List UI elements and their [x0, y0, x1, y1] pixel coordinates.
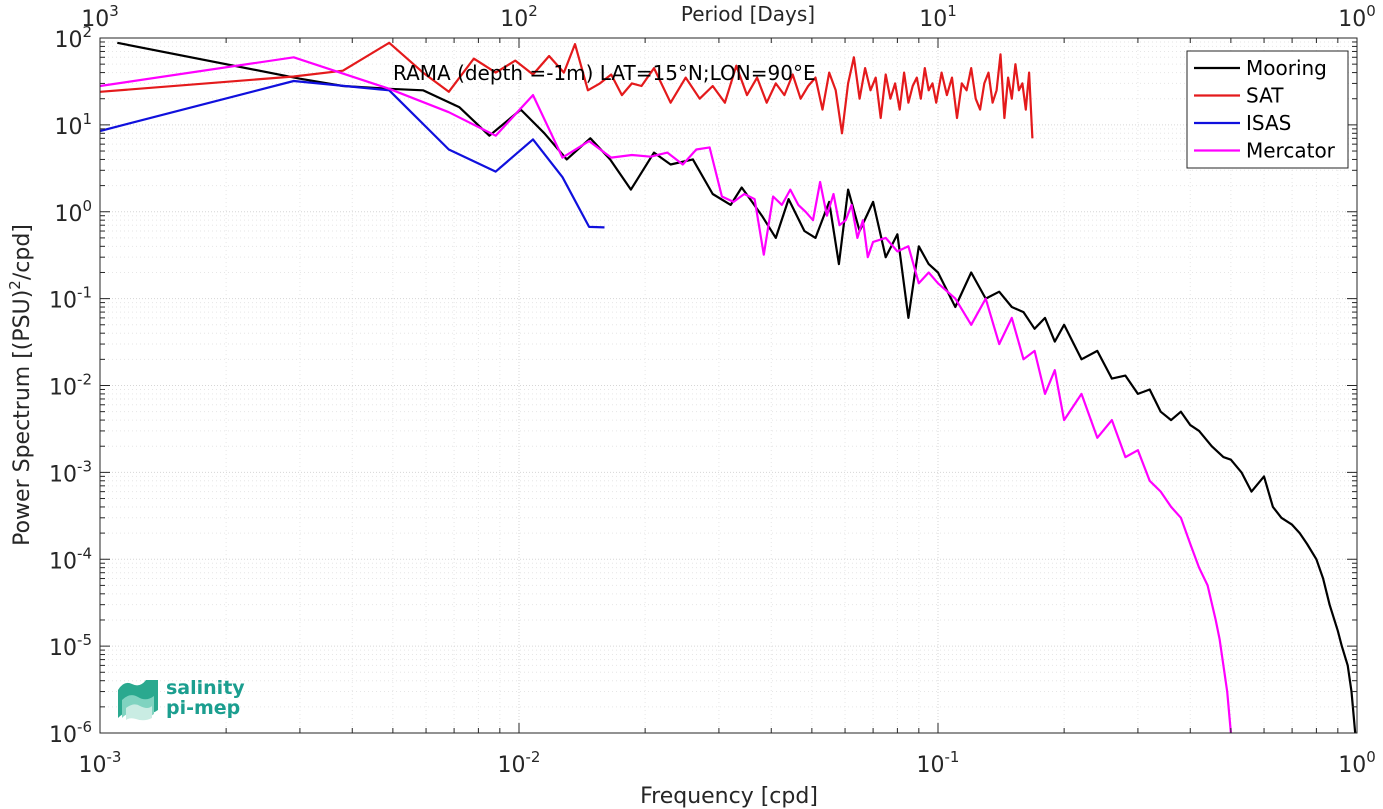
- legend-label-isas: ISAS: [1246, 111, 1291, 135]
- y-axis-title-end: /cpd]: [10, 224, 35, 280]
- logo-text-line2: pi-mep: [166, 697, 240, 719]
- logo-text-line1: salinity: [166, 677, 245, 699]
- y-tick-label: 10-5: [49, 631, 92, 661]
- y-tick-label: 10-2: [49, 371, 92, 401]
- legend-label-mercator: Mercator: [1246, 139, 1336, 163]
- y-tick-label: 10-4: [49, 544, 92, 574]
- plot-frame: [99, 37, 1358, 734]
- y-tick-label: 100: [54, 197, 92, 227]
- y-tick-label: 101: [54, 110, 92, 140]
- y-tick-label: 10-3: [49, 457, 92, 487]
- plot-annotation: RAMA (depth =-1m) LAT=15°N;LON=90°E: [393, 61, 816, 85]
- series-line-mooring: [117, 41, 1357, 734]
- top-tick-label: 100: [1338, 2, 1376, 32]
- series-line-isas: [99, 79, 605, 229]
- x-tick-label: 10-3: [79, 748, 122, 778]
- grid: [99, 38, 1357, 734]
- y-tick-label: 102: [54, 23, 92, 53]
- x-tick-label: 10-1: [917, 748, 960, 778]
- series-line-mercator: [99, 56, 1232, 734]
- top-tick-label: 103: [81, 2, 119, 32]
- y-axis-title: Power Spectrum [(PSU)2/cpd]: [6, 224, 35, 546]
- legend-label-sat: SAT: [1246, 84, 1284, 108]
- top-tick-label: 102: [500, 2, 538, 32]
- y-tick-label: 10-6: [49, 718, 92, 748]
- legend: Mooring SAT ISAS Mercator: [1186, 50, 1349, 169]
- x-tick-label: 10-2: [498, 748, 541, 778]
- series-group: [99, 41, 1357, 734]
- series-line-sat: [99, 41, 1034, 139]
- y-axis-title-sup: 2: [6, 280, 24, 290]
- legend-items: Mooring SAT ISAS Mercator: [1194, 56, 1336, 163]
- logo-waves-icon: [118, 680, 158, 721]
- top-tick-label: 101: [919, 2, 957, 32]
- y-tick-label: 10-1: [49, 284, 92, 314]
- x-tick-label: 100: [1338, 748, 1376, 778]
- legend-label-mooring: Mooring: [1246, 56, 1327, 80]
- top-axis-title: Period [Days]: [681, 2, 815, 26]
- x-axis-title: Frequency [cpd]: [640, 784, 818, 809]
- y-axis-title-main: Power Spectrum [(PSU): [10, 290, 35, 546]
- salinity-pi-mep-logo: salinity pi-mep: [118, 677, 245, 721]
- legend-box: [1186, 50, 1349, 169]
